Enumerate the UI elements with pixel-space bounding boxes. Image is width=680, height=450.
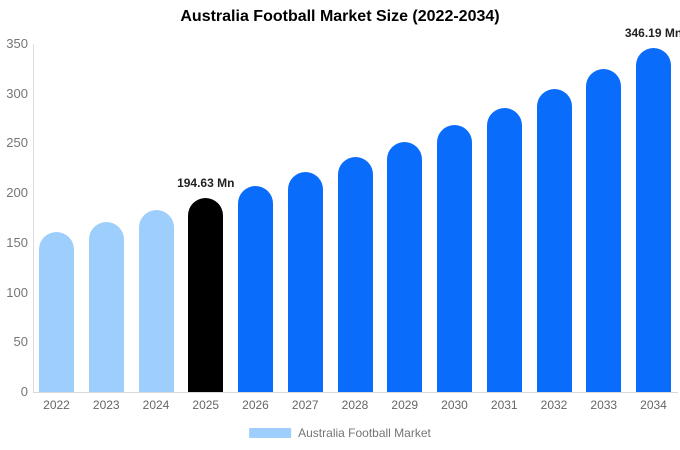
legend-item[interactable]: Australia Football Market <box>249 426 431 440</box>
x-axis-tick-label: 2026 <box>242 398 269 412</box>
bar-2026[interactable] <box>238 185 273 392</box>
x-axis-tick-label: 2034 <box>640 398 667 412</box>
bar-2034[interactable] <box>636 47 671 392</box>
bar-2024[interactable] <box>138 210 174 392</box>
y-axis-tick-label: 250 <box>6 135 28 151</box>
y-axis-tick-label: 350 <box>6 36 28 51</box>
legend-label: Australia Football Market <box>298 426 431 440</box>
bar-2028[interactable] <box>337 157 373 392</box>
y-axis-tick-label: 300 <box>6 85 28 101</box>
x-axis-tick-label: 2023 <box>92 398 120 412</box>
bar-2023[interactable] <box>88 221 124 392</box>
bar-2030[interactable] <box>437 125 472 392</box>
x-axis-tick-label: 2032 <box>540 398 568 412</box>
bar-2029[interactable] <box>387 141 423 392</box>
x-axis-tick-label: 2028 <box>341 398 369 412</box>
bar-2022[interactable] <box>39 232 74 392</box>
y-axis-line <box>33 44 34 392</box>
y-axis-tick-label: 150 <box>6 234 28 250</box>
data-label-2034: 346.19 Mn <box>624 25 680 40</box>
chart-title: Australia Football Market Size (2022-203… <box>180 8 500 25</box>
legend-swatch <box>249 428 292 438</box>
x-axis-tick-label: 2030 <box>441 398 468 412</box>
x-axis-tick-label: 2024 <box>142 398 170 412</box>
x-axis-tick-label: 2022 <box>43 398 70 412</box>
bar-2032[interactable] <box>536 89 572 392</box>
x-axis-line <box>33 392 678 393</box>
y-axis-tick-label: 100 <box>6 284 28 300</box>
x-axis-tick-label: 2029 <box>391 398 419 412</box>
bar-2027[interactable] <box>287 172 323 392</box>
y-axis-tick-label: 200 <box>6 185 28 201</box>
x-axis-tick-label: 2033 <box>590 398 618 412</box>
y-axis-tick-label: 0 <box>20 384 28 399</box>
legend: Australia Football Market <box>249 426 431 440</box>
x-axis-tick-label: 2027 <box>291 398 319 412</box>
y-axis-tick-label: 50 <box>13 334 28 350</box>
bar-2025[interactable] <box>188 198 224 392</box>
x-axis-tick-label: 2025 <box>192 398 220 412</box>
bar-2031[interactable] <box>486 107 522 392</box>
bar-2033[interactable] <box>586 69 622 392</box>
x-axis-tick-label: 2031 <box>490 398 518 412</box>
data-label-2025: 194.63 Mn <box>177 176 235 191</box>
